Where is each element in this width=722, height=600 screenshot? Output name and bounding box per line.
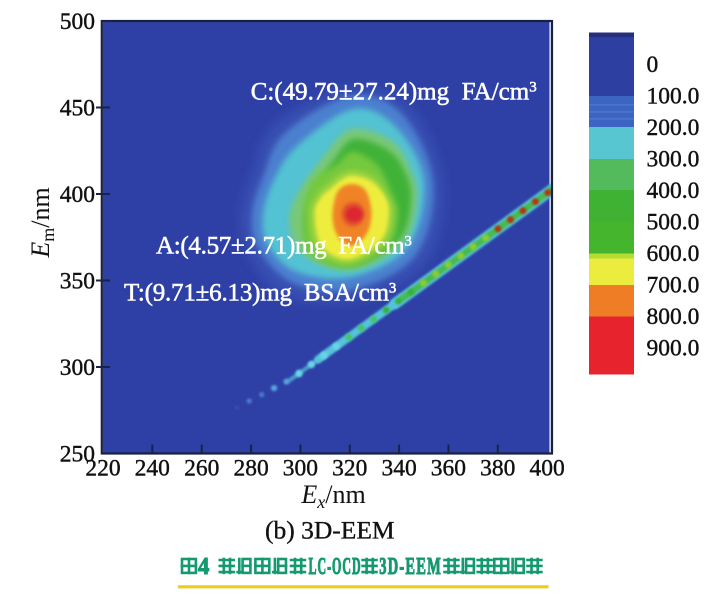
svg-text:3D-EEM: 3D-EEM (379, 553, 442, 580)
svg-text:340: 340 (381, 456, 416, 482)
svg-text:240: 240 (135, 456, 170, 482)
svg-text:320: 320 (332, 456, 367, 482)
svg-text:A:(4.57±2.71)mg FA/cm3: A:(4.57±2.71)mg FA/cm3 (156, 233, 412, 260)
svg-text:450: 450 (60, 96, 95, 122)
svg-text:350: 350 (60, 269, 95, 295)
svg-text:300: 300 (60, 355, 95, 381)
svg-text:700.0: 700.0 (647, 273, 700, 299)
svg-text:400: 400 (60, 182, 95, 208)
svg-text:500.0: 500.0 (647, 210, 700, 236)
svg-text:300: 300 (283, 456, 318, 482)
svg-text:400: 400 (529, 456, 564, 482)
svg-text:900.0: 900.0 (647, 336, 700, 362)
svg-text:360: 360 (431, 456, 466, 482)
svg-text:600.0: 600.0 (647, 241, 700, 267)
svg-text:0: 0 (647, 52, 659, 78)
svg-text:280: 280 (233, 456, 268, 482)
svg-text:250: 250 (60, 442, 95, 468)
svg-text:400.0: 400.0 (647, 178, 700, 204)
svg-text:260: 260 (184, 456, 219, 482)
svg-text:C:(49.79±27.24)mg FA/cm3: C:(49.79±27.24)mg FA/cm3 (251, 79, 537, 106)
svg-text:200.0: 200.0 (647, 115, 700, 141)
svg-text:380: 380 (480, 456, 515, 482)
svg-text:220: 220 (85, 456, 120, 482)
svg-text:LC-OCD: LC-OCD (309, 554, 362, 581)
svg-text:Ex/nm: Ex/nm (300, 480, 365, 512)
svg-text:T:(9.71±6.13)mg BSA/cm3: T:(9.71±6.13)mg BSA/cm3 (124, 280, 396, 307)
svg-text:Em/nm: Em/nm (26, 187, 58, 258)
svg-text:4: 4 (198, 553, 210, 580)
svg-text:(b) 3D-EEM: (b) 3D-EEM (265, 516, 395, 545)
svg-text:800.0: 800.0 (647, 304, 700, 330)
svg-text:100.0: 100.0 (647, 84, 700, 110)
svg-text:500: 500 (60, 9, 95, 35)
svg-text:300.0: 300.0 (647, 147, 700, 173)
